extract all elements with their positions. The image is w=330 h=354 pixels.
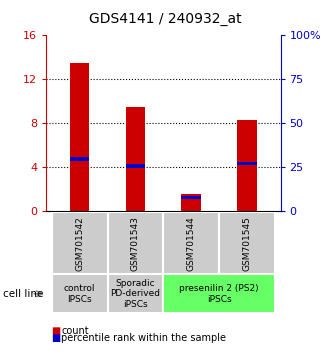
Text: ■: ■ bbox=[51, 333, 60, 343]
Text: presenilin 2 (PS2)
iPSCs: presenilin 2 (PS2) iPSCs bbox=[179, 284, 259, 303]
Text: Sporadic
PD-derived
iPSCs: Sporadic PD-derived iPSCs bbox=[111, 279, 160, 309]
Bar bbox=[108, 274, 163, 313]
Bar bbox=[52, 212, 108, 274]
Bar bbox=[182, 195, 201, 199]
Bar bbox=[126, 107, 145, 211]
Text: GSM701542: GSM701542 bbox=[75, 216, 84, 271]
Text: GSM701545: GSM701545 bbox=[243, 216, 251, 271]
Bar bbox=[237, 120, 257, 211]
Text: GSM701544: GSM701544 bbox=[187, 216, 196, 271]
Bar bbox=[163, 274, 275, 313]
Bar bbox=[108, 212, 163, 274]
Bar bbox=[70, 157, 89, 161]
Bar bbox=[163, 212, 219, 274]
Text: percentile rank within the sample: percentile rank within the sample bbox=[61, 333, 226, 343]
Text: control
IPSCs: control IPSCs bbox=[64, 284, 95, 303]
Text: cell line: cell line bbox=[3, 289, 44, 299]
Bar bbox=[70, 63, 89, 211]
Text: GSM701543: GSM701543 bbox=[131, 216, 140, 271]
Bar bbox=[126, 164, 145, 168]
Text: count: count bbox=[61, 326, 89, 336]
Text: GDS4141 / 240932_at: GDS4141 / 240932_at bbox=[89, 12, 241, 27]
Bar bbox=[237, 162, 257, 165]
Bar bbox=[52, 274, 108, 313]
Bar bbox=[219, 212, 275, 274]
Text: ■: ■ bbox=[51, 326, 60, 336]
Bar bbox=[182, 194, 201, 211]
